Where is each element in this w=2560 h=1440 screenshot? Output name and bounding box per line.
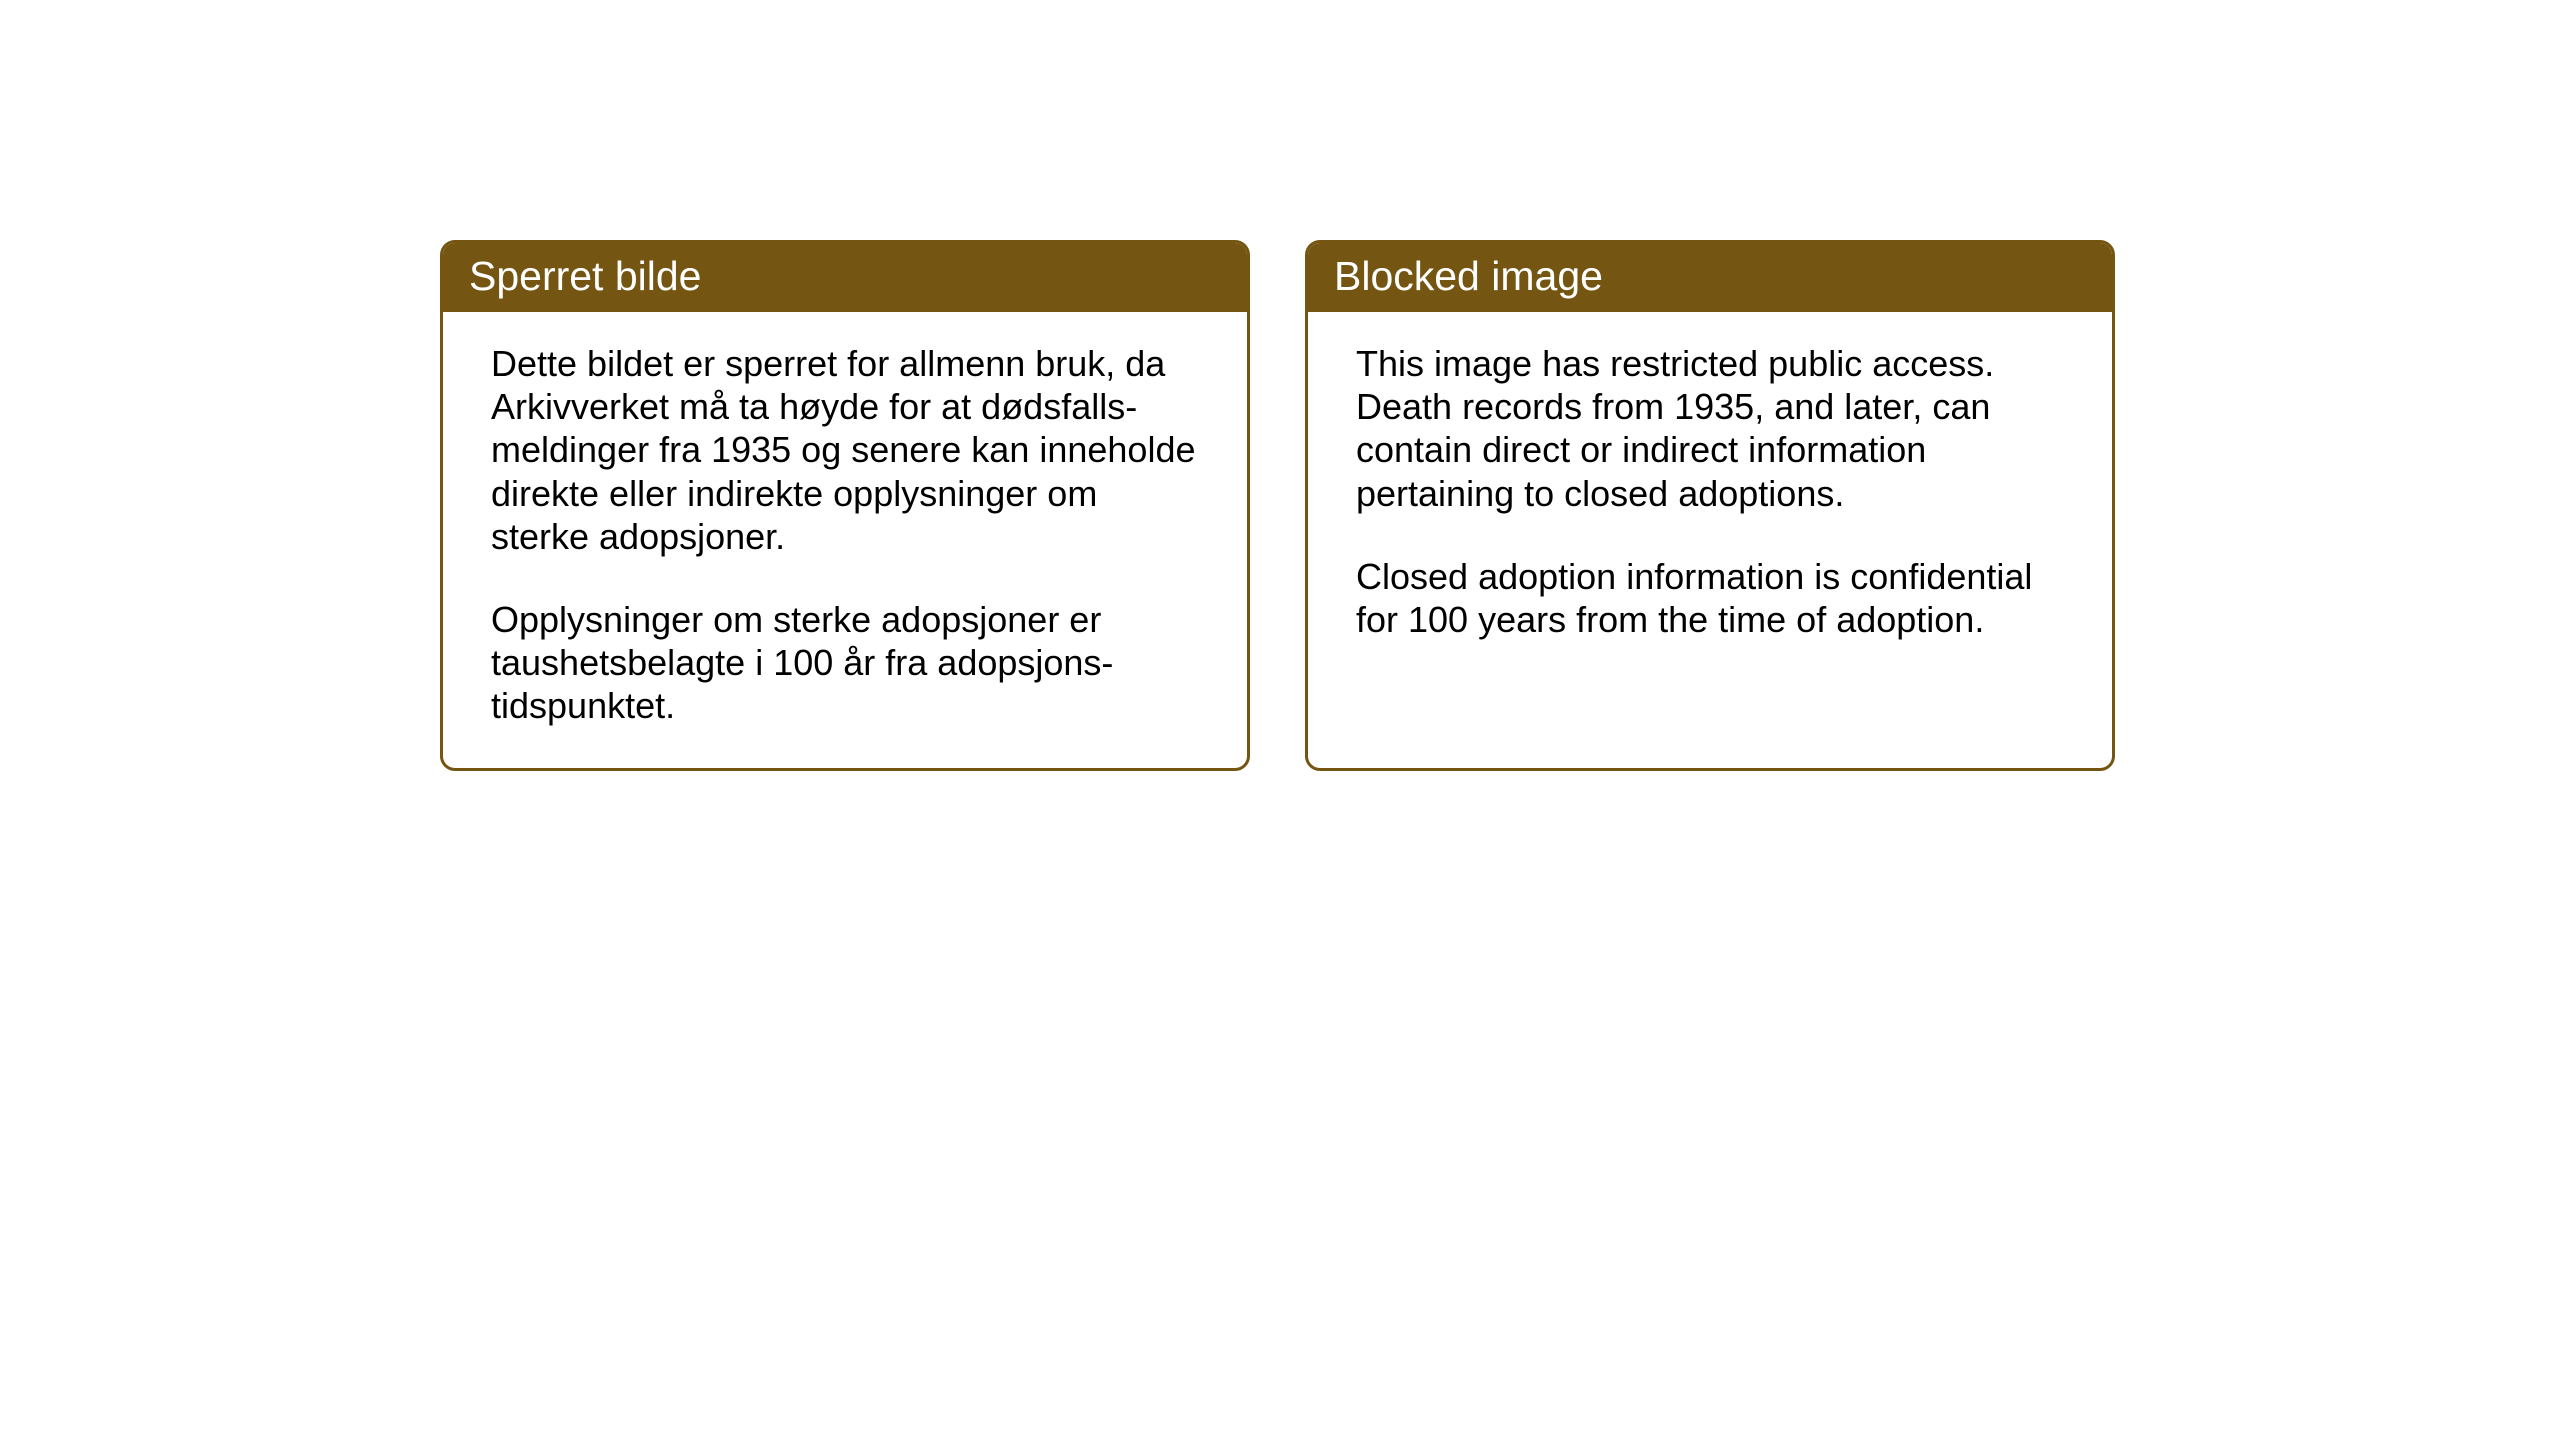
card-paragraph-1-norwegian: Dette bildet er sperret for allmenn bruk… <box>491 342 1199 558</box>
card-paragraph-2-english: Closed adoption information is confident… <box>1356 555 2064 641</box>
card-paragraph-2-norwegian: Opplysninger om sterke adopsjoner er tau… <box>491 598 1199 728</box>
card-paragraph-1-english: This image has restricted public access.… <box>1356 342 2064 515</box>
card-title-english: Blocked image <box>1334 253 1603 299</box>
notice-card-english: Blocked image This image has restricted … <box>1305 240 2115 771</box>
card-title-norwegian: Sperret bilde <box>469 253 701 299</box>
card-header-norwegian: Sperret bilde <box>443 243 1247 312</box>
card-body-english: This image has restricted public access.… <box>1308 312 2112 732</box>
notice-card-norwegian: Sperret bilde Dette bildet er sperret fo… <box>440 240 1250 771</box>
notice-cards-container: Sperret bilde Dette bildet er sperret fo… <box>440 240 2115 771</box>
card-header-english: Blocked image <box>1308 243 2112 312</box>
card-body-norwegian: Dette bildet er sperret for allmenn bruk… <box>443 312 1247 768</box>
